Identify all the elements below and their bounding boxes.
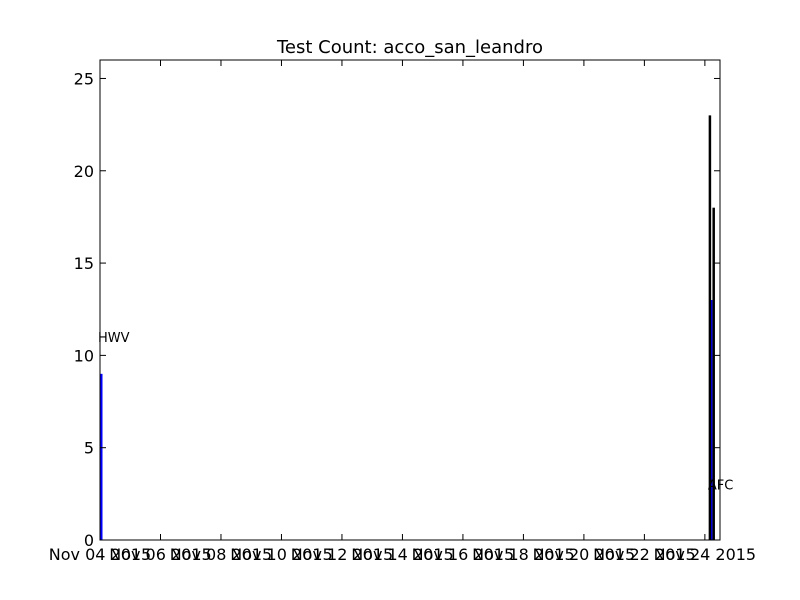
bar-afc-0 xyxy=(709,300,713,540)
x-tick-label: Nov 12 2015 xyxy=(291,545,393,564)
y-tick-label: 0 xyxy=(84,531,94,550)
y-tick-label: 15 xyxy=(74,254,94,273)
y-tick-label: 20 xyxy=(74,162,94,181)
bar-series2-0 xyxy=(708,115,712,540)
x-tick-label: Nov 24 2015 xyxy=(654,545,756,564)
annotations-layer: HWV AFC xyxy=(98,331,733,494)
x-tick-label: Nov 16 2015 xyxy=(412,545,514,564)
x-tick-label: Nov 04 2015 xyxy=(49,545,151,564)
x-tick-label: Nov 20 2015 xyxy=(533,545,635,564)
y-axis: 0 5 10 15 20 25 xyxy=(74,69,720,550)
bar-series2-1 xyxy=(712,207,715,540)
annotation-afc: AFC xyxy=(708,479,733,494)
x-tick-label: Nov 22 2015 xyxy=(593,545,695,564)
chart-title: Test Count: acco_san_leandro xyxy=(276,37,543,58)
y-tick-label: 5 xyxy=(84,439,94,458)
x-tick-label: Nov 18 2015 xyxy=(472,545,574,564)
bar-hwv-0 xyxy=(100,373,103,540)
x-tick-label: Nov 10 2015 xyxy=(230,545,332,564)
x-tick-label: Nov 14 2015 xyxy=(351,545,453,564)
bars-layer xyxy=(100,115,715,540)
y-tick-label: 10 xyxy=(74,346,94,365)
y-tick-label: 25 xyxy=(74,69,94,88)
annotation-hwv: HWV xyxy=(98,331,130,346)
x-tick-label: Nov 08 2015 xyxy=(170,545,272,564)
plot-frame xyxy=(99,59,721,541)
x-tick-label: Nov 06 2015 xyxy=(109,545,211,564)
